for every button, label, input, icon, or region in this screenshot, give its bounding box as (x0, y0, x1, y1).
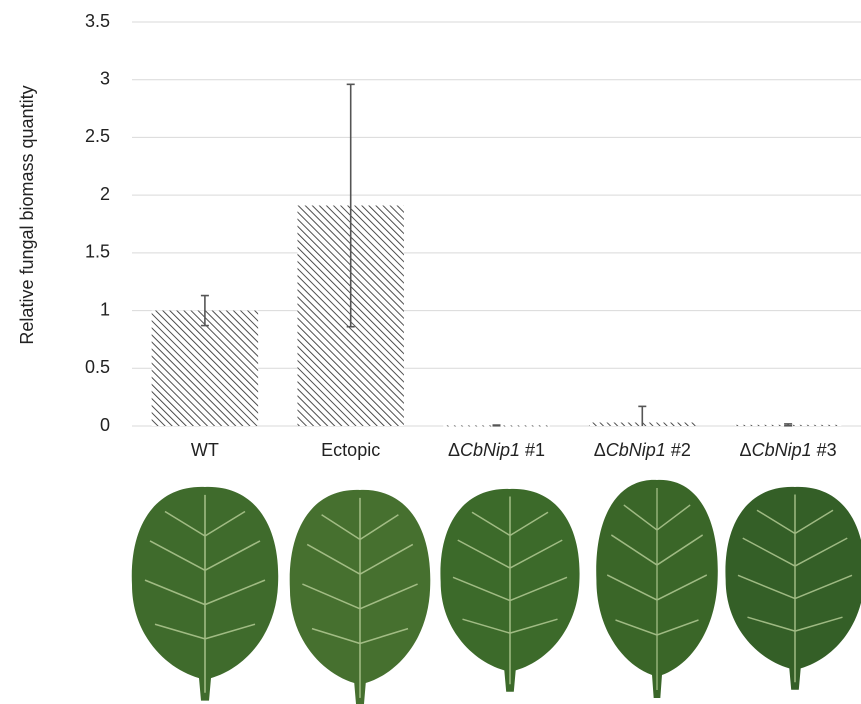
leaf-images (130, 479, 861, 704)
x-tick-label: ΔCbNip1 #2 (594, 440, 691, 460)
y-tick-label: 0 (100, 415, 110, 435)
y-tick-label: 2 (100, 184, 110, 204)
x-tick-label: Ectopic (321, 440, 380, 460)
x-tick-label: ΔCbNip1 #1 (448, 440, 545, 460)
y-tick-label: 3 (100, 68, 110, 88)
y-tick-label: 3.5 (85, 11, 110, 31)
y-tick-label: 1 (100, 299, 110, 319)
leaf-wt (130, 486, 280, 702)
x-tick-label: WT (191, 440, 219, 460)
y-tick-label: 0.5 (85, 357, 110, 377)
leaf-mutant-2 (595, 479, 719, 699)
leaf-mutant-1 (439, 488, 581, 693)
x-tick-label: ΔCbNip1 #3 (740, 440, 837, 460)
leaf-mutant-3 (724, 486, 861, 691)
leaf-ectopic (288, 489, 432, 704)
y-axis-label: Relative fungal biomass quantity (17, 85, 37, 344)
y-tick-label: 1.5 (85, 242, 110, 262)
y-tick-label: 2.5 (85, 126, 110, 146)
bar (151, 310, 259, 426)
